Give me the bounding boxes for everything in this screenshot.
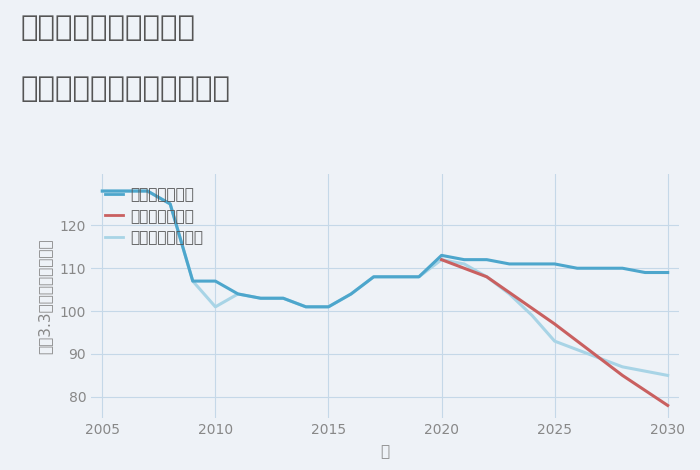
ノーマルシナリオ bbox=[618, 364, 626, 370]
グッドシナリオ bbox=[641, 270, 650, 275]
グッドシナリオ bbox=[573, 266, 582, 271]
Line: ノーマルシナリオ: ノーマルシナリオ bbox=[102, 191, 668, 376]
グッドシナリオ bbox=[596, 266, 604, 271]
グッドシナリオ bbox=[324, 304, 332, 310]
ノーマルシナリオ bbox=[188, 278, 197, 284]
ノーマルシナリオ bbox=[641, 368, 650, 374]
バッドシナリオ bbox=[618, 373, 626, 378]
グッドシナリオ bbox=[370, 274, 378, 280]
グッドシナリオ bbox=[256, 296, 265, 301]
グッドシナリオ bbox=[347, 291, 356, 297]
グッドシナリオ bbox=[550, 261, 559, 267]
ノーマルシナリオ bbox=[144, 188, 152, 194]
グッドシナリオ bbox=[482, 257, 491, 262]
ノーマルシナリオ bbox=[347, 291, 356, 297]
ノーマルシナリオ bbox=[370, 274, 378, 280]
グッドシナリオ bbox=[166, 201, 174, 207]
ノーマルシナリオ bbox=[438, 257, 446, 262]
Legend: グッドシナリオ, バッドシナリオ, ノーマルシナリオ: グッドシナリオ, バッドシナリオ, ノーマルシナリオ bbox=[99, 181, 210, 251]
ノーマルシナリオ bbox=[528, 313, 536, 318]
グッドシナリオ bbox=[528, 261, 536, 267]
ノーマルシナリオ bbox=[302, 304, 310, 310]
グッドシナリオ bbox=[664, 270, 672, 275]
Line: バッドシナリオ: バッドシナリオ bbox=[442, 259, 668, 406]
グッドシナリオ bbox=[144, 188, 152, 194]
バッドシナリオ bbox=[482, 274, 491, 280]
バッドシナリオ bbox=[438, 257, 446, 262]
グッドシナリオ bbox=[234, 291, 242, 297]
ノーマルシナリオ bbox=[98, 188, 106, 194]
グッドシナリオ bbox=[414, 274, 423, 280]
ノーマルシナリオ bbox=[324, 304, 332, 310]
グッドシナリオ bbox=[438, 252, 446, 258]
グッドシナリオ bbox=[279, 296, 288, 301]
ノーマルシナリオ bbox=[256, 296, 265, 301]
ノーマルシナリオ bbox=[573, 347, 582, 352]
バッドシナリオ bbox=[550, 321, 559, 327]
Line: グッドシナリオ: グッドシナリオ bbox=[102, 191, 668, 307]
Y-axis label: 坪（3.3㎡）単価（万円）: 坪（3.3㎡）単価（万円） bbox=[38, 238, 52, 354]
ノーマルシナリオ bbox=[664, 373, 672, 378]
ノーマルシナリオ bbox=[392, 274, 400, 280]
Text: 奈良県橿原市大谷町の: 奈良県橿原市大谷町の bbox=[21, 14, 196, 42]
X-axis label: 年: 年 bbox=[380, 444, 390, 459]
ノーマルシナリオ bbox=[279, 296, 288, 301]
グッドシナリオ bbox=[618, 266, 626, 271]
ノーマルシナリオ bbox=[460, 261, 468, 267]
ノーマルシナリオ bbox=[211, 304, 220, 310]
Text: 中古マンションの価格推移: 中古マンションの価格推移 bbox=[21, 75, 231, 103]
グッドシナリオ bbox=[98, 188, 106, 194]
バッドシナリオ bbox=[664, 403, 672, 408]
グッドシナリオ bbox=[302, 304, 310, 310]
グッドシナリオ bbox=[460, 257, 468, 262]
ノーマルシナリオ bbox=[414, 274, 423, 280]
ノーマルシナリオ bbox=[596, 355, 604, 361]
グッドシナリオ bbox=[188, 278, 197, 284]
ノーマルシナリオ bbox=[234, 291, 242, 297]
ノーマルシナリオ bbox=[482, 274, 491, 280]
ノーマルシナリオ bbox=[505, 291, 514, 297]
グッドシナリオ bbox=[392, 274, 400, 280]
グッドシナリオ bbox=[211, 278, 220, 284]
ノーマルシナリオ bbox=[550, 338, 559, 344]
ノーマルシナリオ bbox=[166, 201, 174, 207]
グッドシナリオ bbox=[505, 261, 514, 267]
